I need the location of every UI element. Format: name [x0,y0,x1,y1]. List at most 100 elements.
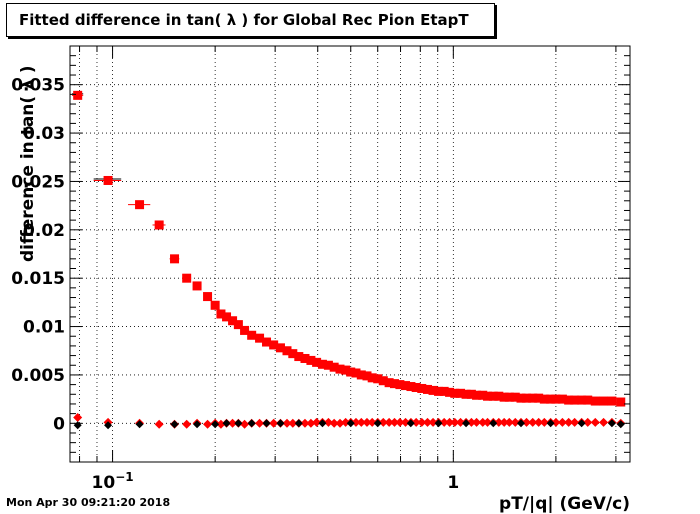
data-point-square [294,352,304,362]
data-point-square [73,90,83,100]
data-point-square [373,374,383,384]
data-point-black [434,419,443,428]
data-point-diamond [411,417,421,427]
x-tick-label: 10−1 [92,470,134,493]
data-point-diamond [445,417,455,427]
data-point-square [590,396,600,406]
data-point-diamond [395,417,405,427]
data-point-diamond [590,417,600,427]
data-point-diamond [428,417,438,427]
data-point-square [203,292,213,302]
x-axis-title: pT/|q| (GeV/c) [499,494,630,514]
data-point-square [228,316,238,326]
data-point-black [616,420,625,429]
data-point-black [193,420,202,429]
y-tick-label: 0.02 [23,221,65,241]
data-point-square [288,349,298,359]
data-point-square [192,281,202,291]
data-point-square [466,389,476,399]
data-point-diamond [450,417,460,427]
data-point-black [607,419,616,428]
data-point-square [210,300,220,310]
x-tick-label: 1 [447,473,459,493]
data-point-square [395,380,405,390]
data-point-black [104,421,113,430]
data-point-diamond [154,419,164,429]
series-square [71,90,626,407]
data-point-diamond [534,417,544,427]
data-point-diamond [504,417,514,427]
data-point-square [534,393,544,403]
data-point-square [269,340,279,350]
data-point-black [262,419,271,428]
data-point-square [362,371,372,381]
data-point-diamond [282,418,292,428]
data-point-square [510,392,520,402]
data-point-square [428,385,438,395]
data-point-square [494,391,504,401]
data-point-square [546,394,556,404]
data-point-square [255,333,265,343]
y-tick-label: 0.01 [23,318,65,338]
data-point-square [401,381,411,391]
y-tick-label: 0.025 [11,172,65,192]
data-point-square [557,394,567,404]
data-point-diamond [528,417,538,427]
data-point-diamond [203,419,213,429]
y-tick-label: 0 [53,414,65,434]
data-point-diamond [356,417,366,427]
y-tick-label: 0.035 [11,76,65,96]
data-point-square [570,395,580,405]
data-point-diamond [499,417,509,427]
data-point-diamond [384,417,394,427]
data-point-square [583,395,593,405]
data-point-diamond [300,418,310,428]
data-point-square [607,396,617,406]
data-point-diamond [362,417,372,427]
data-point-square [488,391,498,401]
data-point-square [522,393,532,403]
axis-tick-labels: 0 0.005 0.01 0.015 0.02 0.025 0.03 0.035 10−1 1 [11,76,459,493]
data-point-square [450,388,460,398]
data-point-diamond [323,417,333,427]
data-point-square [233,320,243,330]
data-point-black [222,419,231,428]
data-point-diamond [306,418,316,428]
data-point-diamond [389,417,399,427]
data-point-diamond [456,417,466,427]
data-point-diamond [335,418,345,428]
data-point-square [406,382,416,392]
data-point-diamond [483,417,493,427]
data-point-square [389,379,399,389]
data-point-square [240,325,250,335]
data-point-square [282,346,292,356]
data-point-black [276,419,285,428]
data-point-diamond [417,417,427,427]
data-point-square [323,360,333,370]
y-tick-label: 0.03 [23,124,65,144]
y-tick-label: 0.015 [11,269,65,289]
data-point-black [462,419,471,428]
data-point-square [135,200,145,210]
data-point-black [211,420,220,429]
data-point-square [504,392,514,402]
data-point-square [445,387,455,397]
data-point-diamond [472,417,482,427]
data-point-diamond [494,417,504,427]
data-point-diamond [288,418,298,428]
data-point-square [516,393,526,403]
data-point-square [317,359,327,369]
data-point-diamond [367,417,377,427]
data-point-square [599,396,609,406]
data-point-square [154,220,164,230]
data-point-diamond [312,417,322,427]
data-point-square [616,397,626,407]
y-axis-title: difference in tan( λ ) [18,65,38,262]
data-point-square [341,365,351,375]
data-point-diamond [378,417,388,427]
data-point-diamond [439,417,449,427]
data-point-square [346,367,356,377]
data-point-square [499,392,509,402]
